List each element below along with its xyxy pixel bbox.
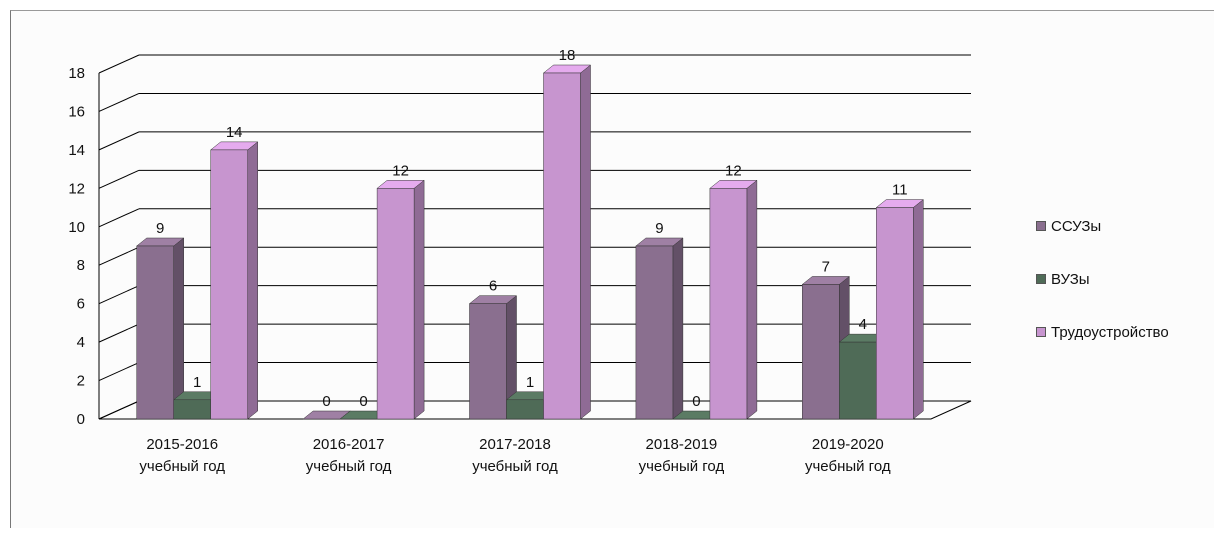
x-tick-label: 2017-2018: [479, 436, 551, 453]
side-wall-gridline: [98, 323, 140, 343]
x-tick-label: учебный год: [306, 458, 392, 475]
bar: [469, 303, 507, 420]
legend-item-ssuzy: ССУЗы: [1036, 216, 1219, 236]
data-label: 6: [489, 278, 497, 295]
y-tick-label: 12: [68, 180, 85, 197]
data-label: 12: [725, 162, 742, 179]
y-tick-label: 4: [77, 334, 85, 351]
bar: [173, 399, 211, 420]
chart-legend: ССУЗы ВУЗы Трудоустройство: [1036, 216, 1219, 375]
side-wall-gridline: [98, 131, 140, 151]
x-tick-label: учебный год: [639, 458, 725, 475]
side-wall-gridline: [98, 169, 140, 189]
data-label: 14: [226, 124, 243, 141]
data-label: 1: [193, 374, 201, 391]
x-tick-label: 2019-2020: [812, 436, 884, 453]
data-label: 0: [359, 393, 367, 410]
bar-side: [413, 179, 425, 420]
legend-item-employment: Трудоустройство: [1036, 322, 1219, 342]
data-label: 11: [892, 182, 908, 199]
bar-side: [580, 64, 591, 420]
data-label: 9: [156, 220, 164, 237]
legend-swatch-employment: [1036, 327, 1046, 337]
bar-side: [913, 199, 924, 420]
bar-side: [746, 179, 758, 420]
bar-side: [247, 141, 258, 420]
y-tick-label: 6: [77, 296, 85, 313]
x-tick-label: 2018-2019: [646, 436, 718, 453]
bar: [543, 72, 581, 420]
chart-frame: 0 2 4 6 8 10 12 14 16 18 9 1 14 2015-2016 учебный год 0…: [10, 10, 1214, 528]
x-tick-label: учебный год: [805, 458, 891, 475]
data-label: 0: [692, 393, 700, 410]
bar: [506, 399, 544, 420]
side-wall-gridline: [98, 285, 140, 305]
x-tick-label: учебный год: [139, 458, 225, 475]
bar: [635, 245, 674, 420]
data-label: 12: [392, 162, 409, 179]
data-label: 18: [559, 47, 576, 64]
bar: [210, 149, 248, 420]
data-label: 0: [322, 393, 330, 410]
legend-swatch-vuzy: [1036, 274, 1046, 284]
data-label: 9: [655, 220, 663, 237]
x-tick-label: 2015-2016: [146, 436, 218, 453]
y-tick-label: 8: [77, 257, 85, 274]
y-tick-label: 18: [68, 65, 85, 82]
legend-item-vuzy: ВУЗы: [1036, 269, 1219, 289]
bar: [709, 188, 748, 420]
side-wall-gridline: [98, 362, 140, 382]
bar-side: [173, 237, 184, 420]
x-tick-label: учебный год: [472, 458, 558, 475]
data-label: 1: [526, 374, 534, 391]
bar: [376, 188, 415, 420]
x-tick-label: 2016-2017: [313, 436, 385, 453]
bar: [802, 284, 840, 420]
y-tick-label: 10: [68, 219, 85, 236]
bar: [876, 207, 914, 420]
legend-label-ssuzy: ССУЗы: [1051, 217, 1102, 235]
y-tick-label: 16: [68, 103, 85, 120]
side-wall-gridline: [98, 54, 140, 74]
y-tick-label: 14: [68, 142, 85, 159]
bar: [839, 341, 877, 420]
legend-swatch-ssuzy: [1036, 221, 1046, 231]
data-label: 4: [859, 316, 867, 333]
side-wall-gridline: [98, 208, 140, 228]
legend-label-employment: Трудоустройство: [1051, 323, 1169, 341]
bar-side: [672, 237, 684, 420]
legend-label-vuzy: ВУЗы: [1051, 270, 1090, 288]
y-tick-label: 2: [77, 373, 85, 390]
side-wall-gridline: [98, 92, 140, 112]
y-tick-label: 0: [77, 411, 85, 428]
data-label: 7: [822, 258, 830, 275]
side-wall-gridline: [98, 246, 140, 266]
bar: [136, 245, 174, 420]
